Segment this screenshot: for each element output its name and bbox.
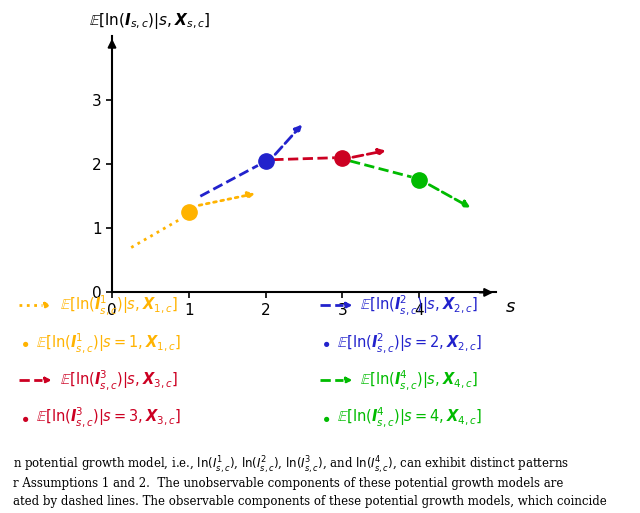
- Text: $s$: $s$: [505, 298, 516, 315]
- Text: r Assumptions 1 and 2.  The unobservable components of these potential growth mo: r Assumptions 1 and 2. The unobservable …: [13, 477, 563, 490]
- Text: $\mathbb{E}[\ln(\boldsymbol{I}^2_{s,c})|s=2, \boldsymbol{X}_{2,c}]$: $\mathbb{E}[\ln(\boldsymbol{I}^2_{s,c})|…: [337, 331, 483, 354]
- Text: ated by dashed lines. The observable components of these potential growth models: ated by dashed lines. The observable com…: [13, 495, 607, 508]
- Text: n potential growth model, i.e., $\mathrm{ln}(I^1_{s,c})$, $\mathrm{ln}(I^2_{s,c}: n potential growth model, i.e., $\mathrm…: [13, 455, 569, 476]
- Text: $\bullet$: $\bullet$: [320, 408, 330, 427]
- Text: $\mathbb{E}[\ln(\boldsymbol{I}^4_{s,c})|s, \boldsymbol{X}_{4,c}]$: $\mathbb{E}[\ln(\boldsymbol{I}^4_{s,c})|…: [360, 368, 478, 392]
- Text: $\bullet$: $\bullet$: [19, 333, 29, 352]
- Text: $\mathbb{E}[\ln(\boldsymbol{I}^3_{s,c})|s, \boldsymbol{X}_{3,c}]$: $\mathbb{E}[\ln(\boldsymbol{I}^3_{s,c})|…: [60, 368, 177, 392]
- Text: $\mathbb{E}[\ln(\boldsymbol{I}^1_{s,c})|s, \boldsymbol{X}_{1,c}]$: $\mathbb{E}[\ln(\boldsymbol{I}^1_{s,c})|…: [60, 293, 177, 317]
- Text: $\mathbb{E}[\ln(\boldsymbol{I}_{s,c})|s, \boldsymbol{X}_{s,c}]$: $\mathbb{E}[\ln(\boldsymbol{I}_{s,c})|s,…: [89, 11, 211, 31]
- Text: $\mathbb{E}[\ln(\boldsymbol{I}^1_{s,c})|s=1, \boldsymbol{X}_{1,c}]$: $\mathbb{E}[\ln(\boldsymbol{I}^1_{s,c})|…: [36, 331, 182, 354]
- Text: $\bullet$: $\bullet$: [320, 333, 330, 352]
- Text: $\bullet$: $\bullet$: [19, 408, 29, 427]
- Text: $\mathbb{E}[\ln(\boldsymbol{I}^3_{s,c})|s=3, \boldsymbol{X}_{3,c}]$: $\mathbb{E}[\ln(\boldsymbol{I}^3_{s,c})|…: [36, 406, 182, 429]
- Text: $\mathbb{E}[\ln(\boldsymbol{I}^4_{s,c})|s=4, \boldsymbol{X}_{4,c}]$: $\mathbb{E}[\ln(\boldsymbol{I}^4_{s,c})|…: [337, 406, 483, 429]
- Text: $\mathbb{E}[\ln(\boldsymbol{I}^2_{s,c})|s, \boldsymbol{X}_{2,c}]$: $\mathbb{E}[\ln(\boldsymbol{I}^2_{s,c})|…: [360, 293, 478, 317]
